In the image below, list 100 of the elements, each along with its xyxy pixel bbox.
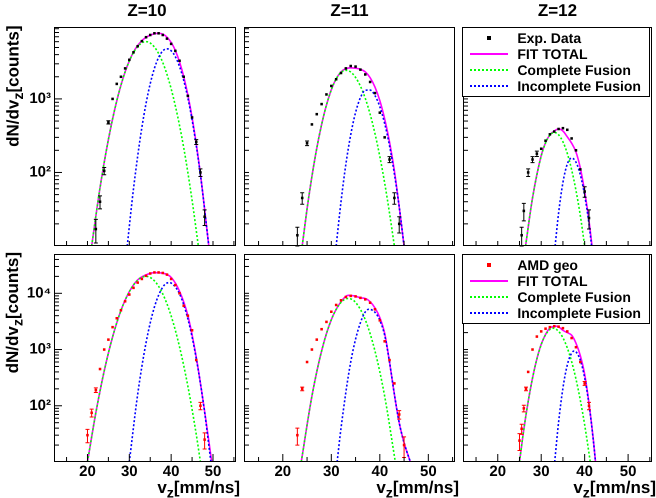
point [349, 294, 352, 298]
point [383, 340, 386, 343]
point [378, 111, 382, 114]
point [140, 278, 144, 280]
point [178, 292, 181, 295]
point [574, 346, 578, 348]
point [174, 284, 177, 286]
point [153, 32, 156, 35]
chart-title: Z=11 [329, 0, 370, 22]
x-tick-label: 40 [162, 463, 180, 480]
x-tick-label: 40 [576, 463, 593, 480]
point [562, 126, 564, 130]
point [557, 325, 560, 328]
line-series [126, 48, 210, 246]
point [162, 34, 164, 36]
point [552, 324, 556, 328]
point [310, 348, 314, 351]
point [540, 330, 542, 333]
point [344, 296, 348, 298]
point [115, 82, 118, 86]
point [170, 42, 172, 46]
point [388, 358, 391, 362]
point [574, 149, 578, 152]
point [132, 51, 135, 54]
point [378, 319, 382, 322]
y-tick-label: 10² [29, 396, 51, 414]
point [354, 295, 357, 298]
point [320, 102, 323, 106]
point [393, 382, 396, 385]
x-tick-label: 20 [489, 463, 506, 480]
x-tick-label: 40 [371, 463, 388, 480]
x-tick-label: 20 [79, 463, 96, 480]
point [526, 370, 530, 374]
point [194, 358, 198, 362]
line-series [128, 282, 212, 462]
point [540, 147, 542, 150]
point [136, 44, 139, 48]
x-tick-label: 30 [532, 463, 550, 480]
point [153, 271, 156, 274]
x-axis-title: v$_{z}$[mm/ns] [376, 478, 459, 498]
point [359, 68, 362, 71]
point [166, 37, 168, 40]
point [334, 304, 338, 306]
legend-label: FIT TOTAL [517, 46, 588, 62]
point [374, 308, 376, 311]
point [190, 116, 194, 119]
point [570, 137, 573, 140]
point [325, 93, 328, 96]
legend-label: Exp. Data [517, 30, 582, 46]
point [186, 314, 190, 317]
point [562, 326, 564, 330]
legend-label: Incomplete Fusion [517, 305, 641, 321]
point [354, 65, 357, 68]
point [544, 327, 547, 330]
point [157, 271, 160, 274]
legend-label: AMD geo [517, 257, 578, 273]
point [136, 281, 139, 284]
x-tick-label: 30 [120, 463, 138, 480]
point [315, 112, 318, 116]
chart-title: Z=12 [536, 0, 578, 22]
legend-label: FIT TOTAL [517, 273, 588, 289]
point [570, 336, 573, 340]
point [364, 73, 367, 76]
point [368, 80, 372, 84]
x-tick-label: 50 [204, 463, 222, 480]
point [144, 36, 148, 38]
point [330, 84, 333, 88]
x-axis-title: v$_{z}$[mm/ns] [157, 478, 240, 498]
point [132, 286, 135, 290]
point [310, 123, 314, 126]
point [364, 298, 367, 301]
point [120, 308, 122, 312]
point [330, 310, 333, 314]
point [111, 326, 114, 328]
point [128, 293, 131, 296]
x-tick-label: 50 [620, 463, 636, 480]
point [579, 360, 582, 364]
point [531, 348, 534, 351]
point [107, 338, 110, 341]
point [182, 75, 185, 78]
point [349, 64, 352, 68]
point [111, 98, 114, 100]
point [548, 326, 552, 328]
point [552, 130, 556, 133]
point [374, 92, 376, 94]
point [178, 60, 181, 62]
x-axis-title: v$_{z}$[mm/ns] [573, 478, 656, 498]
point [557, 128, 560, 130]
y-tick-label: 10³ [29, 340, 51, 358]
point [190, 329, 194, 332]
point [536, 335, 538, 338]
point [124, 67, 126, 70]
point [548, 133, 552, 136]
legend-label: Incomplete Fusion [517, 78, 641, 94]
point [368, 301, 372, 304]
point [186, 94, 190, 98]
x-tick-label: 50 [420, 463, 437, 480]
point [340, 299, 342, 302]
x-tick-label: 20 [274, 463, 292, 480]
point [306, 360, 308, 364]
